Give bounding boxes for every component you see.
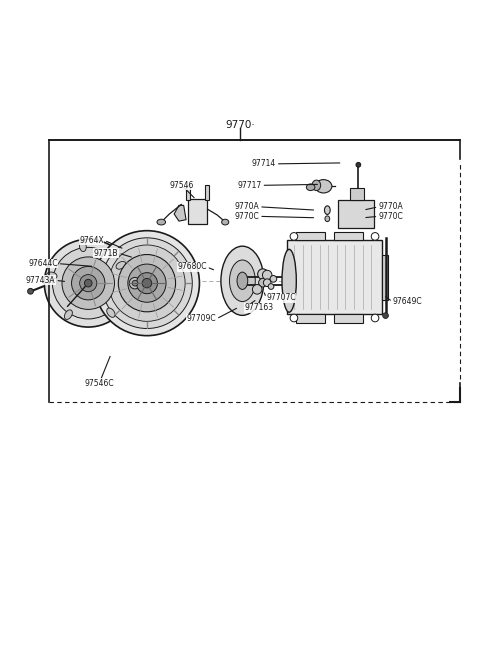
- Bar: [338, 200, 373, 228]
- Ellipse shape: [64, 310, 72, 319]
- Circle shape: [72, 267, 105, 300]
- Circle shape: [142, 279, 152, 288]
- Circle shape: [136, 273, 157, 294]
- Bar: [287, 240, 382, 314]
- Bar: [296, 232, 325, 240]
- Text: 97649C: 97649C: [393, 297, 422, 306]
- Text: 97644C: 97644C: [28, 259, 58, 268]
- Circle shape: [371, 314, 379, 322]
- Bar: [296, 314, 325, 323]
- Ellipse shape: [47, 272, 57, 279]
- Text: 977163: 977163: [245, 304, 274, 313]
- Text: 97714: 97714: [252, 160, 276, 168]
- Circle shape: [95, 231, 199, 336]
- Circle shape: [290, 233, 298, 240]
- Text: 9770C: 9770C: [234, 212, 259, 221]
- Ellipse shape: [237, 272, 248, 290]
- Ellipse shape: [107, 308, 115, 317]
- Text: 97546: 97546: [169, 181, 194, 190]
- Circle shape: [118, 254, 176, 312]
- Ellipse shape: [222, 219, 229, 225]
- Text: 9770A: 9770A: [234, 202, 259, 212]
- Circle shape: [128, 264, 166, 302]
- Ellipse shape: [157, 219, 166, 225]
- Bar: [186, 185, 190, 200]
- Text: 97546C: 97546C: [84, 379, 114, 388]
- Circle shape: [109, 245, 185, 321]
- Ellipse shape: [324, 206, 330, 214]
- Circle shape: [84, 279, 92, 287]
- Text: 97743A: 97743A: [26, 276, 55, 284]
- Circle shape: [252, 284, 262, 294]
- Bar: [382, 254, 388, 300]
- Ellipse shape: [229, 260, 255, 302]
- Circle shape: [52, 248, 124, 319]
- Ellipse shape: [116, 261, 126, 269]
- Text: 97707C: 97707C: [266, 294, 296, 302]
- Bar: [205, 185, 209, 200]
- Circle shape: [270, 275, 277, 283]
- Text: 9771B: 9771B: [94, 248, 118, 258]
- Text: 9770A: 9770A: [378, 202, 403, 212]
- Circle shape: [268, 284, 274, 289]
- Circle shape: [28, 288, 34, 294]
- Text: 9770·: 9770·: [225, 120, 255, 131]
- Ellipse shape: [282, 250, 296, 312]
- Circle shape: [62, 257, 115, 309]
- Circle shape: [290, 314, 298, 322]
- Bar: [189, 198, 206, 223]
- Circle shape: [258, 269, 268, 279]
- Circle shape: [356, 162, 361, 167]
- Bar: [335, 314, 363, 323]
- Circle shape: [102, 238, 192, 328]
- Circle shape: [383, 313, 388, 319]
- Ellipse shape: [325, 216, 330, 221]
- Ellipse shape: [306, 184, 315, 191]
- Text: 97717: 97717: [237, 181, 262, 190]
- Text: 97709C: 97709C: [187, 315, 216, 323]
- Circle shape: [259, 279, 267, 287]
- Ellipse shape: [221, 246, 264, 315]
- Circle shape: [80, 275, 97, 292]
- Circle shape: [132, 281, 138, 286]
- Circle shape: [264, 279, 271, 286]
- Ellipse shape: [80, 241, 86, 252]
- Bar: [335, 232, 363, 240]
- Ellipse shape: [312, 180, 321, 191]
- Text: 97680C: 97680C: [177, 262, 206, 271]
- Circle shape: [263, 270, 272, 280]
- Circle shape: [44, 239, 132, 327]
- Text: 9764X: 9764X: [79, 236, 104, 244]
- Polygon shape: [174, 206, 186, 221]
- Ellipse shape: [315, 179, 332, 193]
- Circle shape: [371, 233, 379, 240]
- Circle shape: [129, 277, 141, 289]
- Bar: [350, 188, 364, 200]
- Text: 9770C: 9770C: [378, 212, 403, 221]
